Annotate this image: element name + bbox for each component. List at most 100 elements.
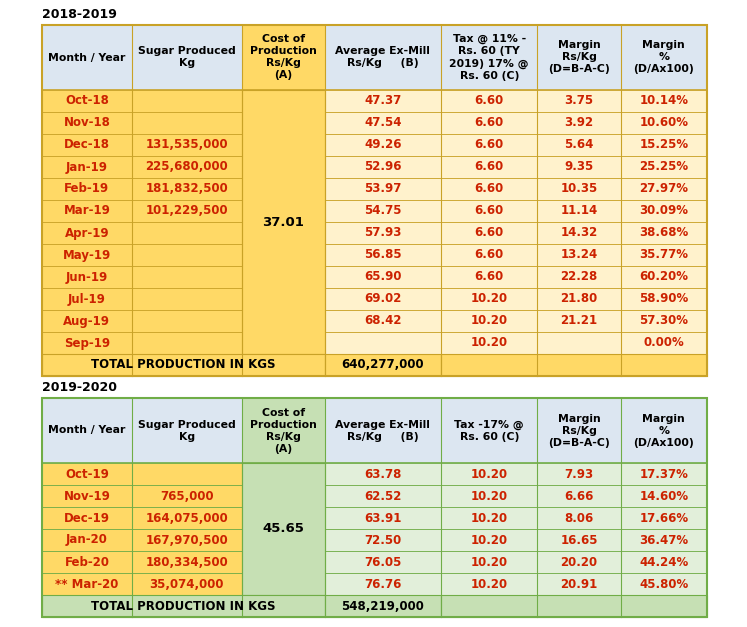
Text: Margin
%
(D/Ax100): Margin % (D/Ax100) [633, 41, 694, 75]
Text: 9.35: 9.35 [565, 161, 594, 174]
Bar [241, 288, 325, 310]
Bar [325, 573, 441, 595]
Bar [241, 244, 325, 266]
Bar [441, 156, 537, 178]
Bar [241, 25, 325, 90]
Bar [42, 485, 707, 507]
Text: 10.35: 10.35 [560, 182, 598, 196]
Bar [241, 310, 325, 332]
Bar [441, 595, 707, 617]
Text: Oct-18: Oct-18 [65, 95, 109, 107]
Bar [131, 485, 241, 507]
Text: 6.60: 6.60 [474, 161, 503, 174]
Text: Oct-19: Oct-19 [65, 468, 109, 480]
Bar [42, 90, 707, 112]
Bar [441, 244, 537, 266]
Text: 38.68%: 38.68% [639, 226, 689, 240]
Bar [441, 310, 537, 332]
Bar [537, 573, 621, 595]
Bar [621, 178, 707, 200]
Bar [241, 398, 325, 463]
Bar [131, 573, 241, 595]
Text: 35.77%: 35.77% [639, 248, 688, 261]
Bar [131, 288, 241, 310]
Text: 57.30%: 57.30% [639, 315, 688, 327]
Text: 131,535,000: 131,535,000 [146, 139, 228, 152]
Bar [131, 156, 241, 178]
Text: 52.96: 52.96 [364, 161, 402, 174]
Text: 17.37%: 17.37% [639, 468, 688, 480]
Text: 21.80: 21.80 [560, 293, 598, 305]
Text: 101,229,500: 101,229,500 [146, 204, 228, 218]
Bar [325, 529, 441, 551]
Text: Tax @ 11% -
Rs. 60 (TY
2019) 17% @
Rs. 60 (C): Tax @ 11% - Rs. 60 (TY 2019) 17% @ Rs. 6… [450, 34, 529, 81]
Text: 22.28: 22.28 [560, 270, 598, 283]
Bar [621, 573, 707, 595]
Text: 20.20: 20.20 [560, 556, 598, 569]
Text: 7.93: 7.93 [565, 468, 594, 480]
Text: 25.25%: 25.25% [639, 161, 688, 174]
Bar [621, 463, 707, 485]
Text: 44.24%: 44.24% [639, 556, 689, 569]
Text: 225,680,000: 225,680,000 [145, 161, 228, 174]
Bar [241, 90, 325, 112]
Text: Mar-19: Mar-19 [63, 204, 111, 218]
Bar [241, 200, 325, 222]
Text: 20.91: 20.91 [560, 577, 598, 591]
Bar [131, 507, 241, 529]
Bar [441, 529, 537, 551]
Text: 76.76: 76.76 [364, 577, 401, 591]
Bar [621, 244, 707, 266]
Text: 181,832,500: 181,832,500 [145, 182, 228, 196]
Text: 10.20: 10.20 [471, 512, 508, 525]
Text: 10.20: 10.20 [471, 337, 508, 349]
Bar [241, 112, 325, 134]
Bar [325, 595, 441, 617]
Text: 10.20: 10.20 [471, 293, 508, 305]
Text: 10.20: 10.20 [471, 534, 508, 547]
Bar [537, 332, 621, 354]
Bar [42, 244, 707, 266]
Bar [42, 200, 707, 222]
Bar [42, 112, 131, 134]
Bar [537, 134, 621, 156]
Bar [42, 25, 131, 90]
Text: 6.60: 6.60 [474, 95, 503, 107]
Bar [241, 90, 325, 354]
Bar [325, 398, 441, 463]
Text: Tax -17% @
Rs. 60 (C): Tax -17% @ Rs. 60 (C) [454, 419, 524, 441]
Bar [325, 310, 441, 332]
Text: TOTAL PRODUCTION IN KGS: TOTAL PRODUCTION IN KGS [91, 359, 276, 372]
Bar [537, 398, 621, 463]
Bar [441, 485, 537, 507]
Text: 14.60%: 14.60% [639, 490, 688, 502]
Bar [621, 222, 707, 244]
Text: Feb-19: Feb-19 [64, 182, 110, 196]
Text: 8.06: 8.06 [565, 512, 594, 525]
Bar [131, 310, 241, 332]
Bar [537, 529, 621, 551]
Bar [131, 529, 241, 551]
Bar [42, 25, 707, 376]
Text: 65.90: 65.90 [364, 270, 402, 283]
Text: 6.60: 6.60 [474, 117, 503, 130]
Bar [325, 25, 441, 90]
Bar [42, 485, 131, 507]
Text: Average Ex-Mill
Rs/Kg     (B): Average Ex-Mill Rs/Kg (B) [335, 46, 430, 68]
Text: 54.75: 54.75 [364, 204, 402, 218]
Bar [441, 200, 537, 222]
Bar [241, 551, 325, 573]
Bar [42, 332, 707, 354]
Text: Nov-18: Nov-18 [63, 117, 111, 130]
Bar [42, 398, 131, 463]
Bar [241, 485, 325, 507]
Bar [325, 222, 441, 244]
Bar [441, 134, 537, 156]
Bar [441, 25, 537, 90]
Bar [621, 112, 707, 134]
Bar [42, 112, 707, 134]
Text: 6.60: 6.60 [474, 226, 503, 240]
Text: 45.80%: 45.80% [639, 577, 689, 591]
Text: 76.05: 76.05 [364, 556, 401, 569]
Bar [621, 507, 707, 529]
